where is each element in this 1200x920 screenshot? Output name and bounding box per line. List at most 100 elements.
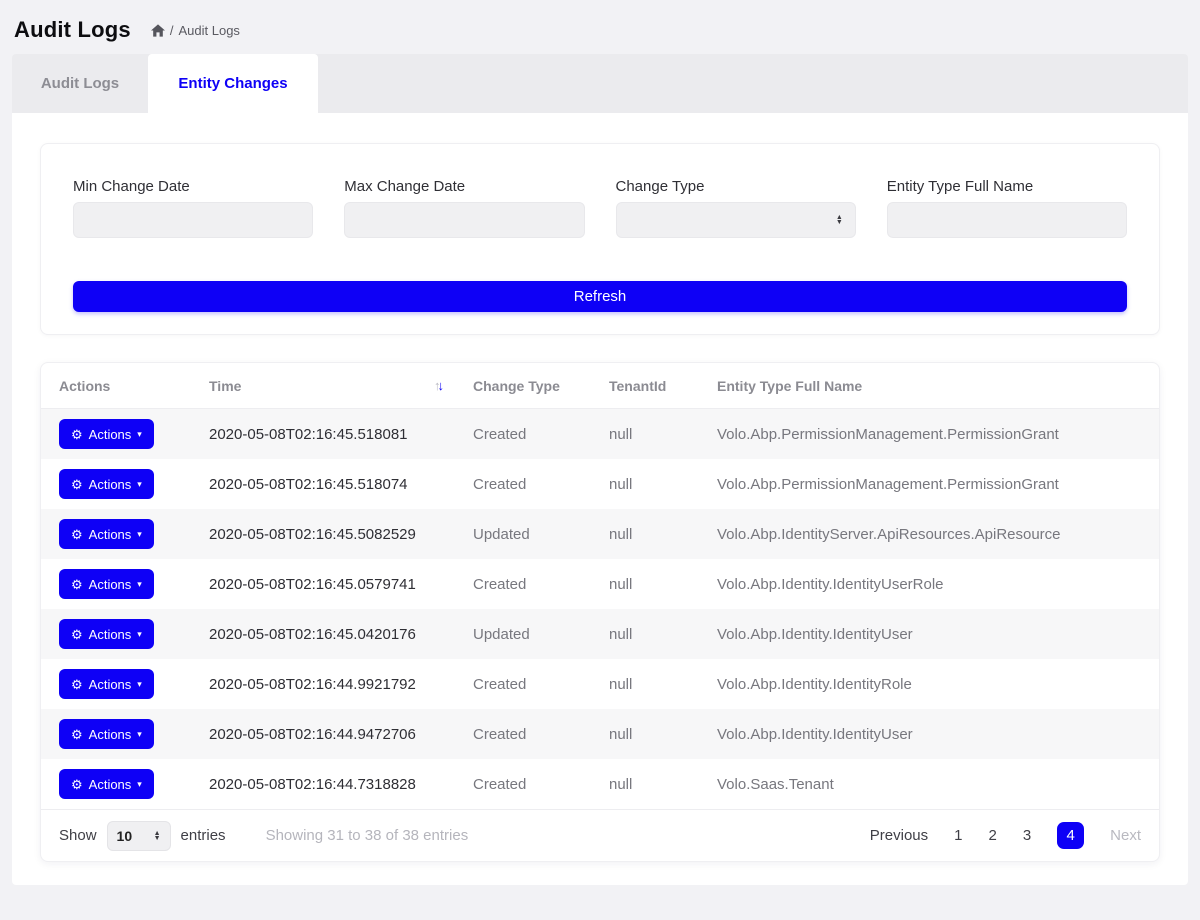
- row-change-type: Updated: [473, 525, 530, 543]
- col-header-entity-type: Entity Type Full Name: [717, 377, 863, 394]
- gear-icon: ⚙: [71, 526, 83, 542]
- filter-card: Min Change Date Max Change Date Change T…: [40, 143, 1160, 335]
- page-button-2[interactable]: 2: [988, 827, 997, 844]
- caret-down-icon: ▾: [137, 528, 142, 539]
- row-time: 2020-05-08T02:16:45.5082529: [209, 525, 416, 543]
- tab-content-panel: Min Change Date Max Change Date Change T…: [12, 113, 1188, 885]
- row-actions-button[interactable]: ⚙ Actions ▾: [59, 669, 154, 699]
- filter-field-min-change-date: Min Change Date: [73, 178, 314, 238]
- page-button-1[interactable]: 1: [954, 827, 963, 844]
- page-button-3[interactable]: 3: [1022, 827, 1032, 844]
- min-change-date-input[interactable]: [73, 202, 314, 238]
- tab-audit-logs[interactable]: Audit Logs: [40, 75, 120, 92]
- gear-icon: ⚙: [71, 426, 83, 442]
- page-header: Audit Logs / Audit Logs: [0, 0, 1200, 54]
- select-arrows-icon: ▲ ▼: [835, 214, 843, 226]
- row-time: 2020-05-08T02:16:45.518074: [209, 475, 408, 493]
- col-header-time[interactable]: Time ↑↓: [209, 377, 444, 394]
- row-actions-button[interactable]: ⚙ Actions ▾: [59, 469, 154, 499]
- change-type-label: Change Type: [615, 178, 705, 195]
- filter-field-max-change-date: Max Change Date: [344, 178, 585, 238]
- min-change-date-label: Min Change Date: [73, 178, 190, 195]
- col-header-change-type: Change Type: [473, 377, 560, 394]
- row-entity-type: Volo.Abp.Identity.IdentityUser: [717, 725, 913, 743]
- tab-bar: Audit Logs Entity Changes: [12, 54, 1188, 113]
- gear-icon: ⚙: [71, 776, 83, 792]
- sort-icon[interactable]: ↑↓: [434, 378, 444, 393]
- row-time: 2020-05-08T02:16:45.518081: [209, 425, 408, 443]
- row-tenantid: null: [609, 725, 633, 743]
- caret-down-icon: ▾: [137, 678, 142, 689]
- table-row: ⚙ Actions ▾ 2020-05-08T02:16:45.5082529 Up…: [41, 509, 1159, 559]
- row-change-type: Created: [473, 725, 527, 743]
- gear-icon: ⚙: [71, 726, 83, 742]
- caret-down-icon: ▾: [137, 778, 142, 789]
- gear-icon: ⚙: [71, 626, 83, 642]
- table-row: ⚙ Actions ▾ 2020-05-08T02:16:45.0420176 Up…: [41, 609, 1159, 659]
- row-change-type: Created: [473, 475, 527, 493]
- gear-icon: ⚙: [71, 476, 83, 492]
- row-actions-button[interactable]: ⚙ Actions ▾: [59, 419, 154, 449]
- table-header-row: Actions Time ↑↓ Change Type TenantId Ent…: [41, 363, 1159, 409]
- table-row: ⚙ Actions ▾ 2020-05-08T02:16:44.7318828 Cr…: [41, 759, 1159, 809]
- table-row: ⚙ Actions ▾ 2020-05-08T02:16:45.518074 Cre…: [41, 459, 1159, 509]
- table-row: ⚙ Actions ▾ 2020-05-08T02:16:45.518081 Cre…: [41, 409, 1159, 459]
- row-tenantid: null: [609, 775, 633, 793]
- row-time: 2020-05-08T02:16:45.0420176: [209, 625, 416, 643]
- change-type-select[interactable]: ▲ ▼: [615, 202, 856, 238]
- pagination: Previous 1 2 3 4 Next: [870, 822, 1141, 849]
- page-size-select[interactable]: 10 ▲ ▼: [106, 820, 171, 851]
- caret-down-icon: ▾: [137, 578, 142, 589]
- refresh-button[interactable]: Refresh: [73, 281, 1127, 312]
- row-time: 2020-05-08T02:16:44.9921792: [209, 675, 416, 693]
- page-size-value: 10: [116, 827, 133, 844]
- caret-down-icon: ▾: [137, 728, 142, 739]
- row-tenantid: null: [609, 425, 633, 443]
- row-actions-button[interactable]: ⚙ Actions ▾: [59, 569, 154, 599]
- breadcrumb-separator: /: [169, 22, 174, 38]
- max-change-date-input[interactable]: [344, 202, 585, 238]
- row-change-type: Updated: [473, 625, 530, 643]
- table-footer: Show 10 ▲ ▼ entries Showing 31 to 38 of 3…: [41, 809, 1159, 861]
- row-actions-button[interactable]: ⚙ Actions ▾: [59, 769, 154, 799]
- caret-down-icon: ▾: [137, 478, 142, 489]
- col-header-actions: Actions: [59, 377, 111, 394]
- row-entity-type: Volo.Abp.Identity.IdentityUser: [717, 625, 913, 643]
- gear-icon: ⚙: [71, 676, 83, 692]
- row-entity-type: Volo.Saas.Tenant: [717, 775, 834, 793]
- row-time: 2020-05-08T02:16:44.9472706: [209, 725, 416, 743]
- row-entity-type: Volo.Abp.Identity.IdentityRole: [717, 675, 912, 693]
- filter-field-entity-type: Entity Type Full Name: [886, 178, 1127, 238]
- row-tenantid: null: [609, 475, 633, 493]
- max-change-date-label: Max Change Date: [344, 178, 466, 195]
- entity-type-label: Entity Type Full Name: [886, 178, 1034, 195]
- row-entity-type: Volo.Abp.Identity.IdentityUserRole: [717, 575, 944, 593]
- tab-entity-changes[interactable]: Entity Changes: [148, 54, 318, 113]
- row-time: 2020-05-08T02:16:44.7318828: [209, 775, 416, 793]
- row-tenantid: null: [609, 525, 633, 543]
- row-actions-button[interactable]: ⚙ Actions ▾: [59, 619, 154, 649]
- gear-icon: ⚙: [71, 576, 83, 592]
- entries-label: entries: [180, 827, 226, 844]
- table-card: Actions Time ↑↓ Change Type TenantId Ent…: [40, 362, 1160, 862]
- row-actions-button[interactable]: ⚙ Actions ▾: [59, 519, 154, 549]
- row-actions-button[interactable]: ⚙ Actions ▾: [59, 719, 154, 749]
- pagination-next[interactable]: Next: [1110, 827, 1141, 844]
- home-icon[interactable]: [150, 23, 165, 37]
- row-entity-type: Volo.Abp.PermissionManagement.Permission…: [717, 475, 1059, 493]
- pagination-previous[interactable]: Previous: [869, 827, 929, 844]
- table-row: ⚙ Actions ▾ 2020-05-08T02:16:44.9472706 Cr…: [41, 709, 1159, 759]
- row-change-type: Created: [473, 775, 527, 793]
- row-change-type: Created: [473, 575, 527, 593]
- caret-down-icon: ▾: [137, 428, 142, 439]
- row-change-type: Created: [473, 425, 527, 443]
- breadcrumb-current: Audit Logs: [178, 22, 240, 38]
- row-tenantid: null: [609, 575, 633, 593]
- page-title: Audit Logs: [14, 17, 131, 42]
- row-entity-type: Volo.Abp.IdentityServer.ApiResources.Api…: [717, 525, 1061, 543]
- row-entity-type: Volo.Abp.PermissionManagement.Permission…: [717, 425, 1059, 443]
- page-button-4-active[interactable]: 4: [1057, 822, 1085, 849]
- row-change-type: Created: [473, 675, 527, 693]
- entity-type-input[interactable]: [886, 202, 1127, 238]
- filter-field-change-type: Change Type ▲ ▼: [615, 178, 856, 238]
